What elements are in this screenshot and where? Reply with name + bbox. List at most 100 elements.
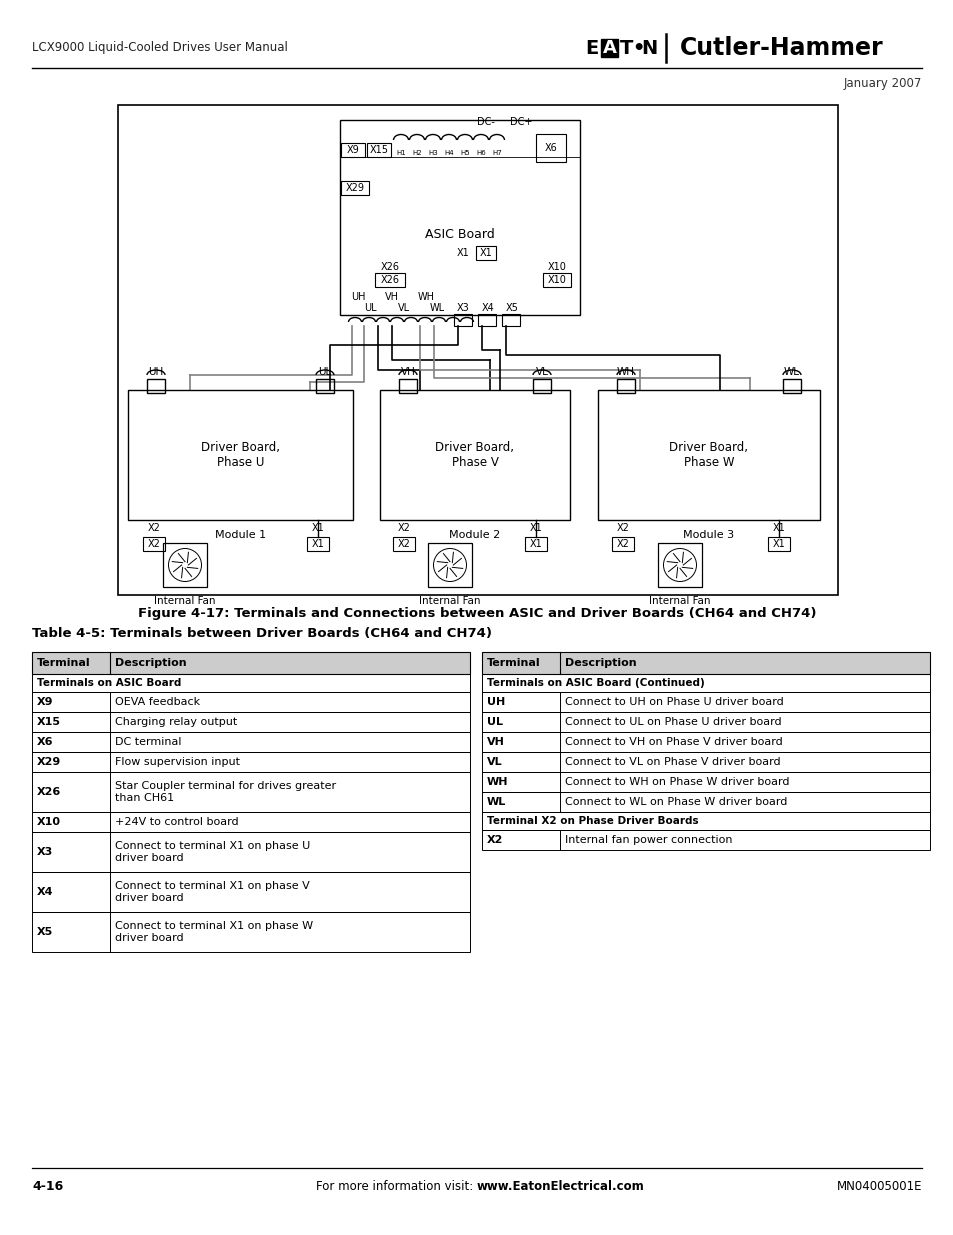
Text: H1: H1 [395,149,405,156]
Bar [163,543,207,587]
Text: Connect to terminal X1 on phase W
driver board: Connect to terminal X1 on phase W driver… [115,921,313,942]
Bar [32,811,470,832]
Text: X5: X5 [37,927,53,937]
Text: X1: X1 [456,248,469,258]
Bar [481,732,929,752]
Bar [536,135,565,162]
Text: DC+: DC+ [510,117,532,127]
Bar [658,543,701,587]
Text: Connect to UL on Phase U driver board: Connect to UL on Phase U driver board [564,718,781,727]
Bar [32,713,470,732]
Text: January 2007: January 2007 [842,78,921,90]
Bar [379,390,569,520]
Text: Terminals on ASIC Board: Terminals on ASIC Board [37,678,181,688]
Text: H7: H7 [492,149,501,156]
Text: Internal Fan: Internal Fan [649,597,710,606]
Bar [476,246,496,261]
Text: •: • [631,38,643,58]
Text: Internal Fan: Internal Fan [418,597,480,606]
Text: VH: VH [486,737,504,747]
Bar [481,674,929,692]
Text: X29: X29 [37,757,61,767]
Bar [147,379,165,393]
Text: X2: X2 [148,538,160,550]
Text: Module 1: Module 1 [214,530,266,540]
Text: UH: UH [486,697,505,706]
Text: LCX9000 Liquid-Cooled Drives User Manual: LCX9000 Liquid-Cooled Drives User Manual [32,42,288,54]
Text: X1: X1 [772,538,784,550]
Text: X4: X4 [37,887,53,897]
Bar [612,537,634,551]
Bar [375,273,405,287]
Text: H4: H4 [444,149,454,156]
Text: DC-: DC- [476,117,495,127]
Text: X9: X9 [346,144,359,156]
Text: X3: X3 [456,303,469,312]
Text: OEVA feedback: OEVA feedback [115,697,200,706]
Text: ASIC Board: ASIC Board [425,228,495,242]
Bar [32,911,470,952]
Text: X10: X10 [547,275,566,285]
Text: Figure 4-17: Terminals and Connections between ASIC and Driver Boards (CH64 and : Figure 4-17: Terminals and Connections b… [137,608,816,620]
Text: X1: X1 [312,538,324,550]
Text: WL: WL [429,303,444,312]
Text: X26: X26 [37,787,61,797]
Bar [428,543,472,587]
Text: WL: WL [783,367,800,377]
Bar [32,752,470,772]
Text: X2: X2 [397,522,410,534]
Text: E: E [584,38,598,58]
Bar [32,674,470,692]
Text: VL: VL [397,303,410,312]
Bar [32,872,470,911]
Text: X1: X1 [529,538,542,550]
Bar [32,772,470,811]
Text: X2: X2 [486,835,503,845]
Text: H3: H3 [428,149,437,156]
Text: WH: WH [417,291,434,303]
Text: X15: X15 [37,718,61,727]
Text: VH: VH [400,367,415,377]
Text: Description: Description [564,658,636,668]
Bar [481,792,929,811]
Text: For more information visit:: For more information visit: [315,1179,476,1193]
Text: H2: H2 [412,149,421,156]
Text: X26: X26 [380,275,399,285]
Bar [481,713,929,732]
Text: N: N [640,38,657,58]
Bar [398,379,416,393]
Text: Connect to WH on Phase W driver board: Connect to WH on Phase W driver board [564,777,789,787]
Text: H5: H5 [459,149,469,156]
Bar [481,692,929,713]
Bar [307,537,329,551]
Text: X2: X2 [148,522,160,534]
Text: X4: X4 [481,303,494,312]
Text: X1: X1 [312,522,324,534]
Text: Connect to terminal X1 on phase V
driver board: Connect to terminal X1 on phase V driver… [115,882,310,903]
Text: VH: VH [385,291,398,303]
Bar [481,652,929,674]
Text: X3: X3 [37,847,53,857]
Text: Table 4-5: Terminals between Driver Boards (CH64 and CH74): Table 4-5: Terminals between Driver Boar… [32,627,492,641]
Text: Driver Board,
Phase U: Driver Board, Phase U [201,441,280,469]
Text: WL: WL [486,797,506,806]
Text: VL: VL [535,367,548,377]
Text: Flow supervision input: Flow supervision input [115,757,240,767]
Text: UL: UL [486,718,502,727]
Bar [542,273,571,287]
Text: UH: UH [351,291,365,303]
Text: Driver Board,
Phase W: Driver Board, Phase W [669,441,748,469]
Bar [315,379,334,393]
Text: MN04005001E: MN04005001E [836,1179,921,1193]
Text: Internal Fan: Internal Fan [154,597,215,606]
Bar [767,537,789,551]
Text: WH: WH [486,777,508,787]
Bar [143,537,165,551]
Text: Connect to UH on Phase U driver board: Connect to UH on Phase U driver board [564,697,783,706]
Text: X2: X2 [616,538,629,550]
Text: X29: X29 [345,183,364,193]
Text: Star Coupler terminal for drives greater
than CH61: Star Coupler terminal for drives greater… [115,782,335,803]
Text: Connect to terminal X1 on phase U
driver board: Connect to terminal X1 on phase U driver… [115,841,310,863]
Text: X9: X9 [37,697,53,706]
Bar [32,832,470,872]
